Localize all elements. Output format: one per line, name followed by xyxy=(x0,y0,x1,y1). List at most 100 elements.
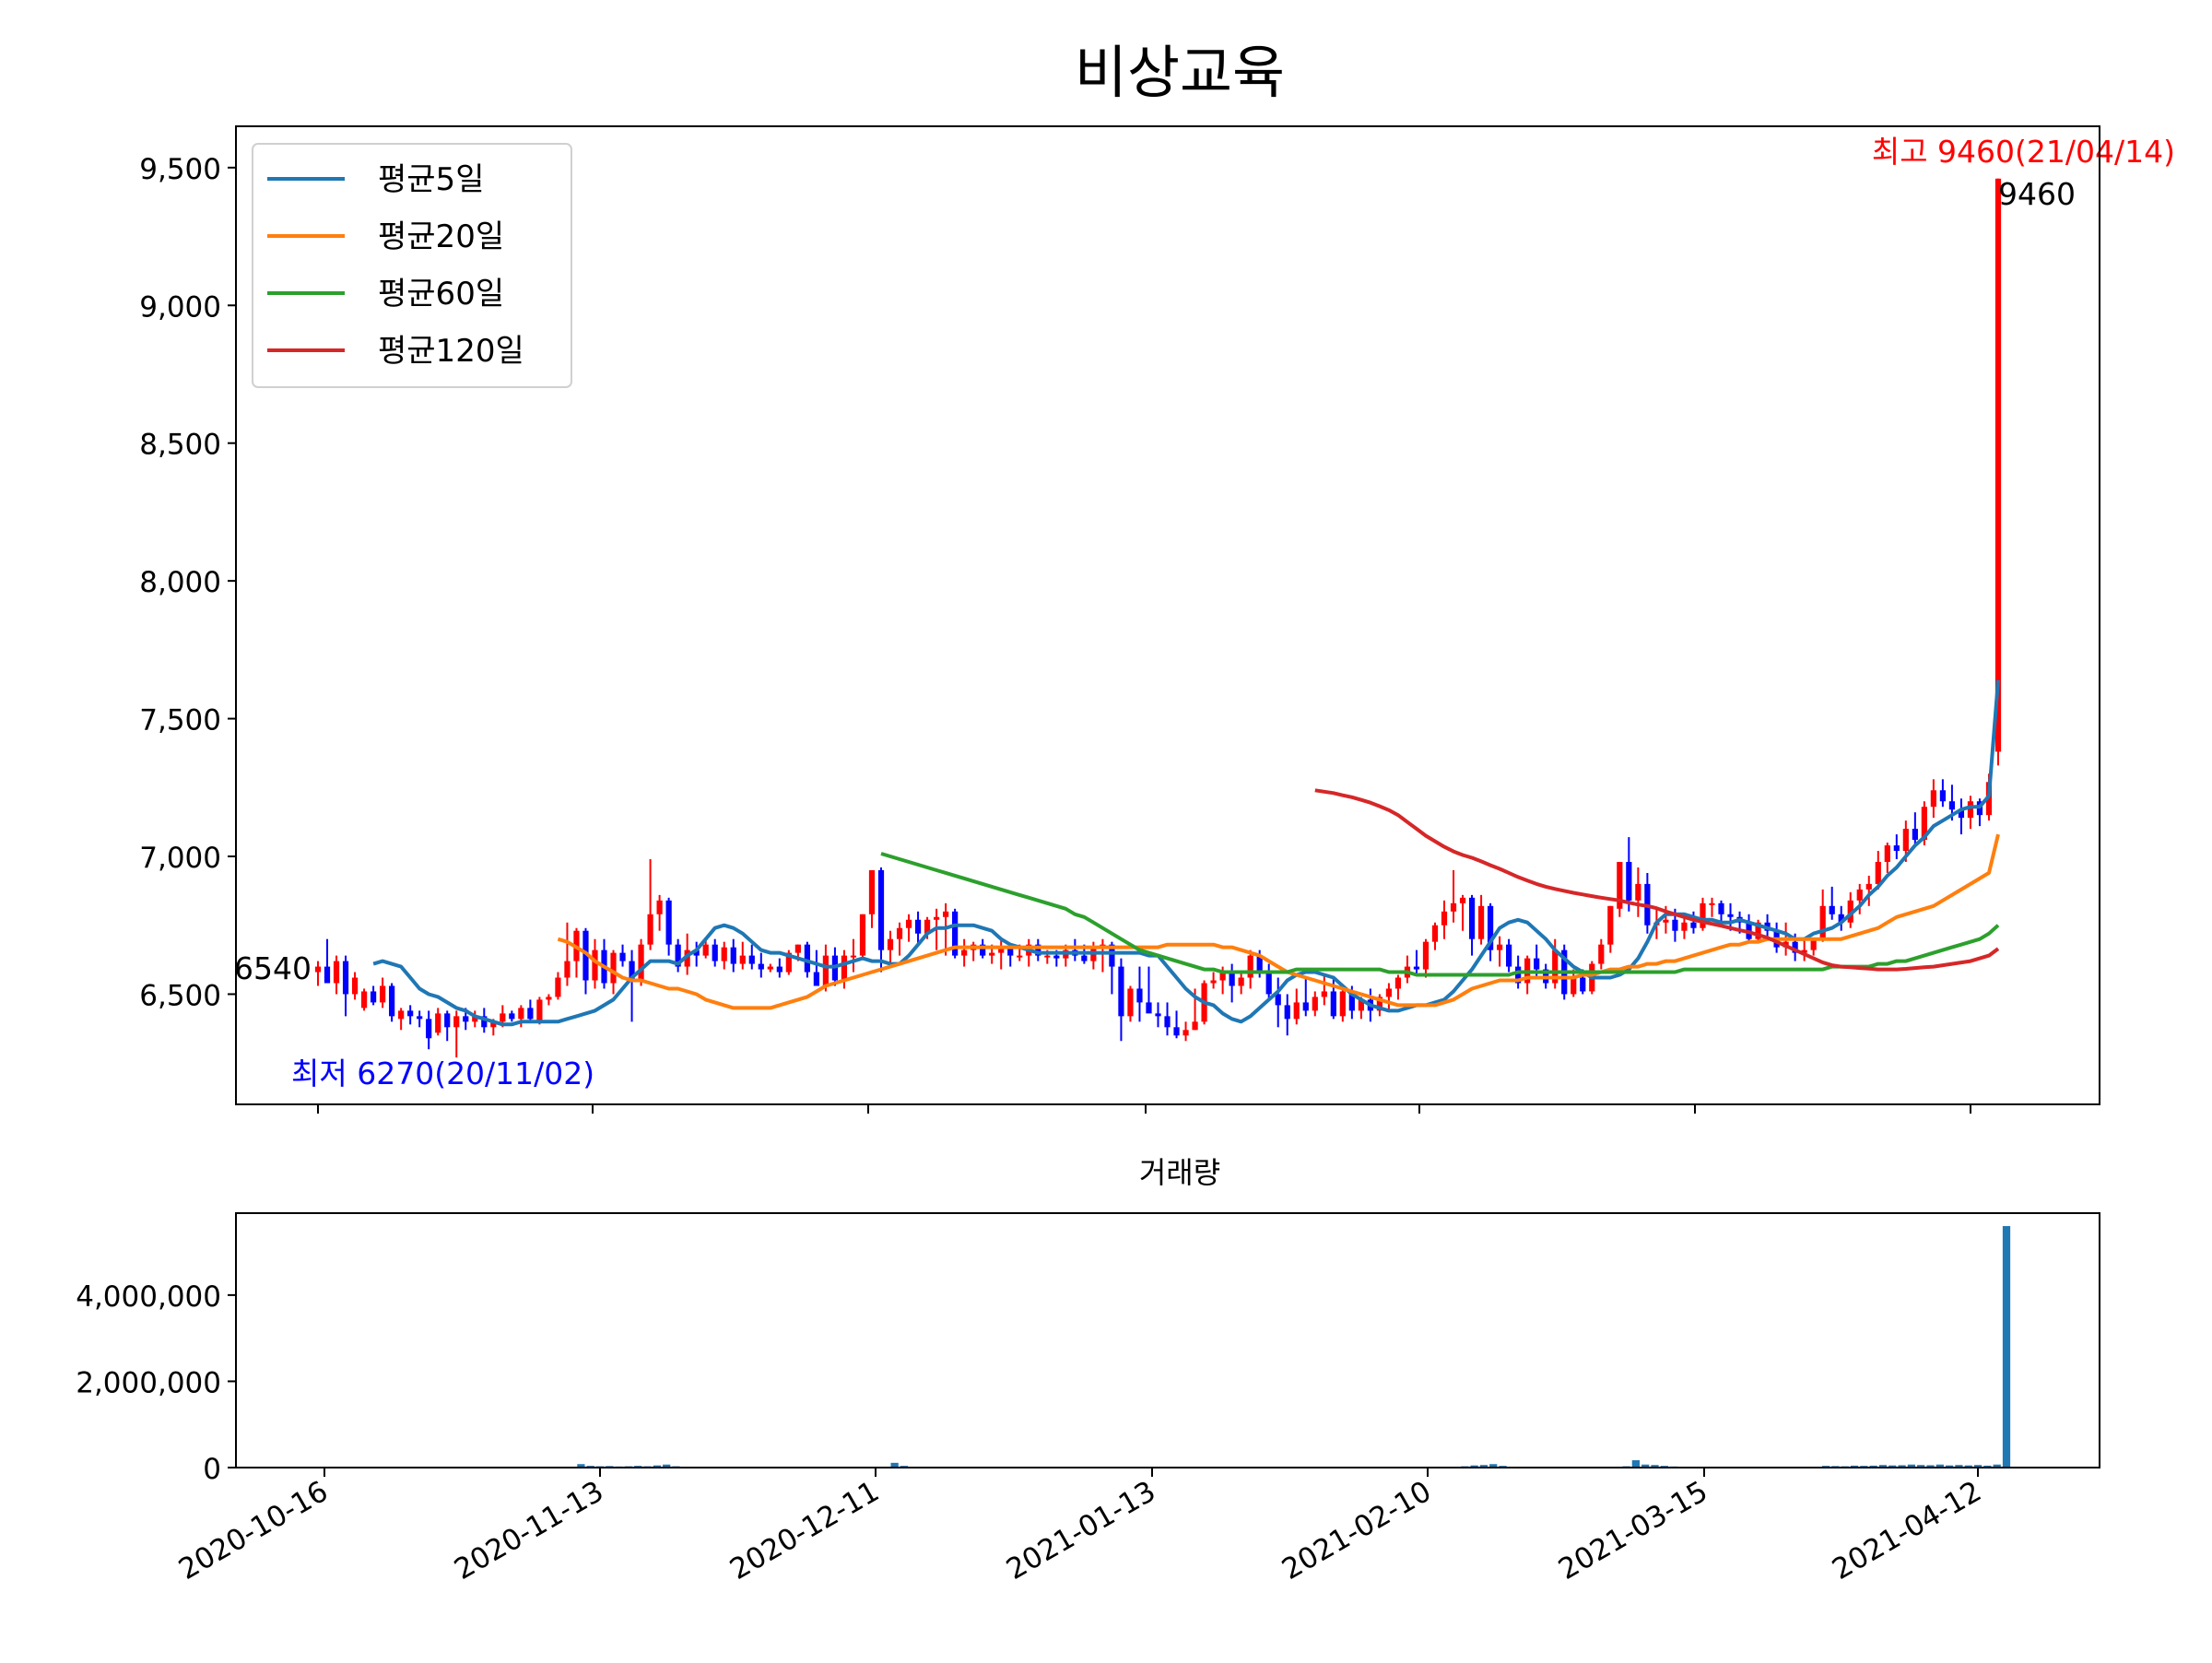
chart-title: 비상교육 xyxy=(1075,39,1285,106)
candle-body xyxy=(1164,1016,1171,1028)
candle-body xyxy=(748,955,755,964)
candle-body xyxy=(1792,941,1798,953)
candle-body xyxy=(1182,1030,1189,1036)
candle-body xyxy=(546,997,552,1000)
volume-bar xyxy=(2002,1226,2011,1468)
candle-body xyxy=(527,1008,534,1020)
price-plot-frame xyxy=(235,125,2100,1105)
candle-body xyxy=(1275,994,1281,1006)
price-ytick-label: 9,000 xyxy=(139,290,221,324)
candle-body xyxy=(360,991,368,1008)
min-price-label: 최저 6270(20/11/02) xyxy=(291,1056,594,1091)
candle-body xyxy=(435,1013,441,1033)
candle-body xyxy=(314,966,322,973)
candle-body xyxy=(841,955,848,981)
candle-body xyxy=(1681,922,1688,931)
candle-body xyxy=(1497,944,1503,950)
candle-body xyxy=(998,947,1005,953)
candle-body xyxy=(1219,972,1226,981)
price-ytick-label: 7,000 xyxy=(139,842,221,875)
candle-body xyxy=(943,911,949,917)
candle-body xyxy=(509,1013,515,1020)
volume-bar xyxy=(1917,1465,1925,1468)
candle-body xyxy=(638,944,644,981)
candle-body xyxy=(712,944,718,961)
candle-body xyxy=(1284,1005,1290,1020)
candle-body xyxy=(914,919,922,934)
candle-body xyxy=(536,999,543,1022)
candle-body xyxy=(758,963,764,970)
volume-chart-title: 거래량 xyxy=(1139,1155,1220,1190)
candle-body xyxy=(490,1021,497,1028)
price-ytick-label: 6,500 xyxy=(139,979,221,1012)
candle-body xyxy=(1884,845,1890,862)
candle-body xyxy=(407,1010,414,1017)
candle-body xyxy=(1912,829,1918,841)
candle-body xyxy=(702,944,709,956)
candle-body xyxy=(444,1013,451,1028)
candle-body xyxy=(721,947,727,961)
candle-body xyxy=(1155,1013,1161,1017)
moving-average-line xyxy=(372,679,2000,1027)
candle-body xyxy=(500,1013,506,1022)
volume-plot-background xyxy=(236,1213,2100,1468)
candle-body xyxy=(1348,991,1355,1011)
candle-body xyxy=(776,966,782,973)
volume-bar xyxy=(1964,1465,1972,1468)
volume-bar xyxy=(1955,1465,1963,1468)
volume-plot-frame xyxy=(235,1212,2100,1468)
candle-body xyxy=(1626,861,1632,901)
candle-body xyxy=(896,927,903,939)
candle-body xyxy=(1958,809,1965,819)
volume-bar xyxy=(1973,1465,1983,1468)
candle-body xyxy=(592,949,598,981)
candle-body xyxy=(1450,902,1457,912)
candle-body xyxy=(813,972,819,986)
volume-bar xyxy=(663,1464,671,1468)
candle-body xyxy=(582,930,589,981)
candle-body xyxy=(684,949,690,967)
candle-body xyxy=(1035,944,1041,956)
volume-bar xyxy=(1907,1464,1916,1468)
candle-body xyxy=(1847,900,1853,923)
candle-body xyxy=(850,955,857,958)
candle-body xyxy=(1607,905,1614,945)
candle-body xyxy=(1431,925,1439,942)
candle-body xyxy=(481,1016,488,1028)
candle-body xyxy=(1902,829,1909,852)
candle-body xyxy=(333,961,340,984)
candle-body xyxy=(1487,905,1494,950)
candle-body xyxy=(1044,955,1051,958)
volume-bar xyxy=(1878,1465,1888,1468)
volume-ytick-label: 0 xyxy=(203,1453,221,1486)
volume-bar xyxy=(1888,1465,1897,1468)
candle-body xyxy=(1948,801,1956,810)
candle-body xyxy=(1256,955,1263,973)
candle-body xyxy=(730,947,736,964)
candle-body xyxy=(1930,790,1936,808)
candle-body xyxy=(794,944,801,953)
candle-body xyxy=(555,977,561,997)
moving-average-line xyxy=(880,852,2000,977)
candle-body xyxy=(1459,897,1466,903)
candle-body xyxy=(1210,980,1217,984)
candle-body xyxy=(1330,991,1336,1017)
volume-bar xyxy=(1936,1464,1944,1468)
max-value-label: 9460 xyxy=(1998,176,2076,212)
candle-body xyxy=(1534,958,1540,970)
candle-body xyxy=(1136,988,1143,1003)
candle-body xyxy=(1801,949,1807,953)
candle-body xyxy=(1173,1027,1180,1036)
candle-body xyxy=(647,914,653,945)
candle-body xyxy=(629,961,635,981)
moving-average-line xyxy=(1314,788,2000,972)
candle-body xyxy=(1893,845,1900,852)
price-ytick-label: 7,500 xyxy=(139,704,221,737)
candle-body xyxy=(1265,972,1272,995)
moving-average-line xyxy=(557,833,2000,1010)
candle-body xyxy=(1810,938,1817,950)
candle-body xyxy=(398,1010,405,1020)
candle-body xyxy=(675,944,681,967)
price-ytick-label: 9,500 xyxy=(139,153,221,186)
